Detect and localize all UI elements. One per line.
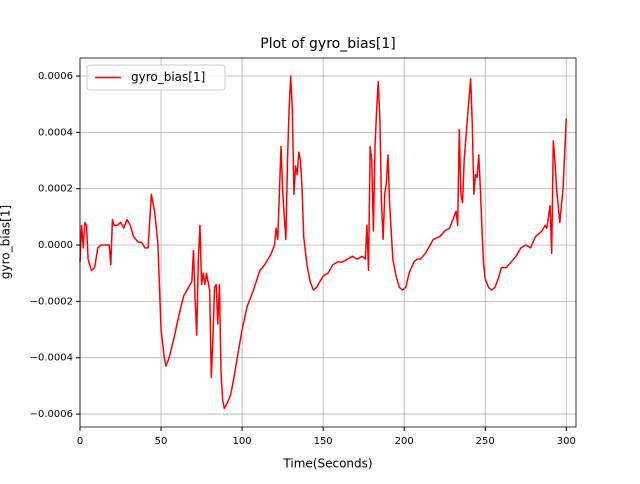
y-axis-label: gyro_bias[1] <box>0 205 13 279</box>
x-tick-label: 300 <box>557 436 576 447</box>
legend-label: gyro_bias[1] <box>131 70 205 84</box>
x-tick-label: 0 <box>77 436 83 447</box>
y-tick-label: 0.0004 <box>38 127 73 138</box>
x-tick-label: 150 <box>314 436 333 447</box>
x-tick-label: 250 <box>476 436 495 447</box>
y-tick-label: 0.0000 <box>38 240 73 251</box>
legend-box <box>86 64 226 91</box>
y-tick-label: 0.0006 <box>38 71 73 82</box>
x-tick-label: 100 <box>233 436 252 447</box>
data-line <box>79 75 568 410</box>
plot-frame <box>79 57 577 428</box>
x-axis-label: Time(Seconds) <box>282 457 372 471</box>
chart-title: Plot of gyro_bias[1] <box>260 36 395 52</box>
y-tick-label: −0.0002 <box>30 296 73 307</box>
y-tick-label: −0.0004 <box>30 353 73 364</box>
y-tick-label: −0.0006 <box>30 409 73 420</box>
x-tick-label: 200 <box>395 436 414 447</box>
x-tick-label: 50 <box>155 436 168 447</box>
y-tick-label: 0.0002 <box>38 184 73 195</box>
